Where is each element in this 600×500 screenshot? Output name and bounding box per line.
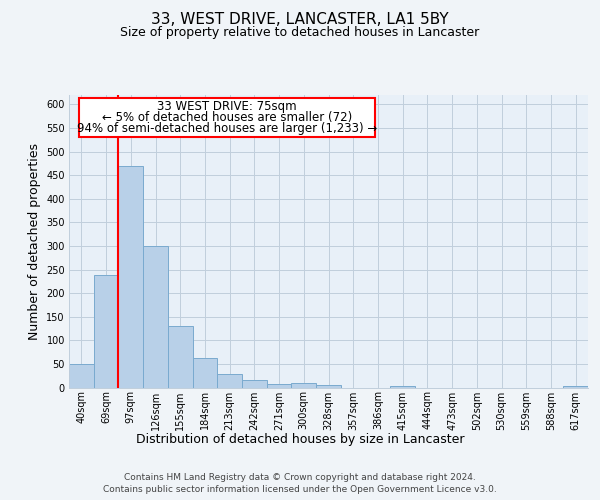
Bar: [316, 384, 341, 388]
Text: Distribution of detached houses by size in Lancaster: Distribution of detached houses by size …: [136, 432, 464, 446]
Bar: [217, 374, 242, 388]
Bar: [242, 380, 267, 388]
Bar: [563, 386, 588, 388]
Bar: [390, 386, 415, 388]
Bar: [118, 166, 143, 388]
Bar: [143, 246, 168, 388]
Text: ← 5% of detached houses are smaller (72): ← 5% of detached houses are smaller (72): [102, 111, 352, 124]
Bar: [94, 275, 118, 388]
Bar: [292, 383, 316, 388]
FancyBboxPatch shape: [79, 98, 375, 138]
Bar: [168, 326, 193, 388]
Y-axis label: Number of detached properties: Number of detached properties: [28, 143, 41, 340]
Text: Size of property relative to detached houses in Lancaster: Size of property relative to detached ho…: [121, 26, 479, 39]
Bar: [193, 358, 217, 388]
Text: 33 WEST DRIVE: 75sqm: 33 WEST DRIVE: 75sqm: [157, 100, 297, 113]
Text: Contains HM Land Registry data © Crown copyright and database right 2024.: Contains HM Land Registry data © Crown c…: [124, 472, 476, 482]
Bar: [69, 364, 94, 388]
Text: 94% of semi-detached houses are larger (1,233) →: 94% of semi-detached houses are larger (…: [77, 122, 377, 135]
Text: 33, WEST DRIVE, LANCASTER, LA1 5BY: 33, WEST DRIVE, LANCASTER, LA1 5BY: [151, 12, 449, 28]
Text: Contains public sector information licensed under the Open Government Licence v3: Contains public sector information licen…: [103, 485, 497, 494]
Bar: [267, 384, 292, 388]
